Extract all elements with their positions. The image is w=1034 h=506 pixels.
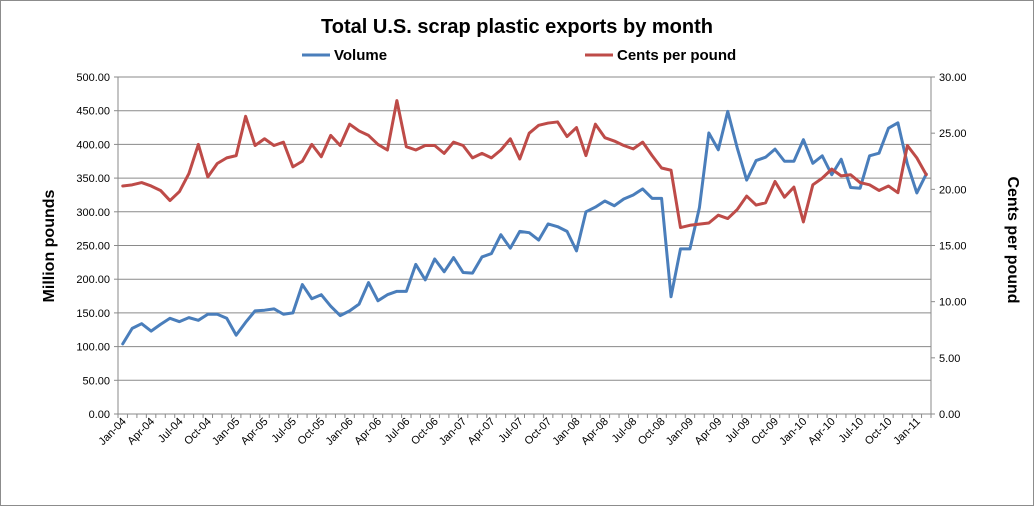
x-tick-label: Apr-05: [239, 416, 271, 448]
x-tick-label: Oct-05: [296, 416, 328, 448]
x-tick-label: Oct-10: [863, 416, 895, 448]
x-tick-label: Oct-06: [409, 416, 441, 448]
y-tick-label: 100.00: [76, 342, 110, 354]
x-tick-label: Jul-04: [156, 416, 186, 446]
y2-tick-label: 10.00: [939, 297, 967, 309]
series-lines: [121, 99, 928, 346]
x-tick-label: Apr-04: [125, 416, 157, 448]
x-tick-label: Oct-04: [182, 416, 214, 448]
y-tick-label: 450.00: [76, 106, 110, 118]
x-tick-label: Jan-10: [777, 416, 809, 448]
legend-label-cents: Cents per pound: [617, 47, 736, 64]
x-tick-label: Jan-11: [891, 416, 923, 448]
x-tick-label: Apr-07: [466, 416, 498, 448]
chart-title: Total U.S. scrap plastic exports by mont…: [321, 16, 713, 38]
x-tick-label: Apr-06: [352, 416, 384, 448]
legend-label-volume: Volume: [334, 47, 387, 64]
y2-tick-label: 30.00: [939, 72, 967, 84]
x-tick-label: Jul-05: [269, 416, 299, 446]
x-tick-label: Apr-08: [579, 416, 611, 448]
y2-tick-label: 5.00: [939, 353, 960, 365]
x-tick-label: Jul-10: [837, 416, 867, 446]
x-tick-label: Jul-06: [383, 416, 413, 446]
series-line-cents-per-pound: [121, 99, 928, 230]
x-tick-label: Oct-08: [636, 416, 668, 448]
y2-tick-label: 25.00: [939, 128, 967, 140]
x-tick-label: Jul-08: [610, 416, 640, 446]
y2-tick-label: 15.00: [939, 241, 967, 253]
x-tick-label: Jul-09: [723, 416, 753, 446]
x-tick-label: Jan-07: [437, 416, 469, 448]
y2-tick-label: 0.00: [939, 409, 960, 421]
x-tick-label: Oct-09: [749, 416, 781, 448]
y-tick-label: 200.00: [76, 274, 110, 286]
y-tick-label: 350.00: [76, 173, 110, 185]
x-tick-label: Jan-09: [664, 416, 696, 448]
x-tick-label: Apr-10: [806, 416, 838, 448]
y-tick-label: 400.00: [76, 139, 110, 151]
y-tick-label: 150.00: [76, 308, 110, 320]
y-tick-label: 0.00: [89, 409, 110, 421]
series-line-volume: [121, 109, 928, 346]
y-axis-title-right: Cents per pound: [1004, 176, 1021, 303]
y-tick-label: 250.00: [76, 241, 110, 253]
axes: 0.00 50.00 100.00 150.00 200.00 250.00 300.00 3…: [76, 72, 966, 448]
x-tick-label: Jan-05: [210, 416, 242, 448]
y-tick-label: 500.00: [76, 72, 110, 84]
y2-tick-label: 20.00: [939, 184, 967, 196]
gridlines: [118, 76, 931, 381]
x-tick-label: Oct-07: [522, 416, 554, 448]
y-tick-label: 300.00: [76, 207, 110, 219]
x-tick-label: Jan-06: [323, 416, 355, 448]
y-axis-title-left: Million pounds: [41, 189, 58, 302]
x-tick-label: Apr-09: [693, 416, 725, 448]
x-tick-label: Jul-07: [496, 416, 526, 446]
legend: Volume Cents per pound: [302, 47, 736, 64]
y-tick-label: 50.00: [82, 375, 110, 387]
x-tick-label: Jan-08: [550, 416, 582, 448]
